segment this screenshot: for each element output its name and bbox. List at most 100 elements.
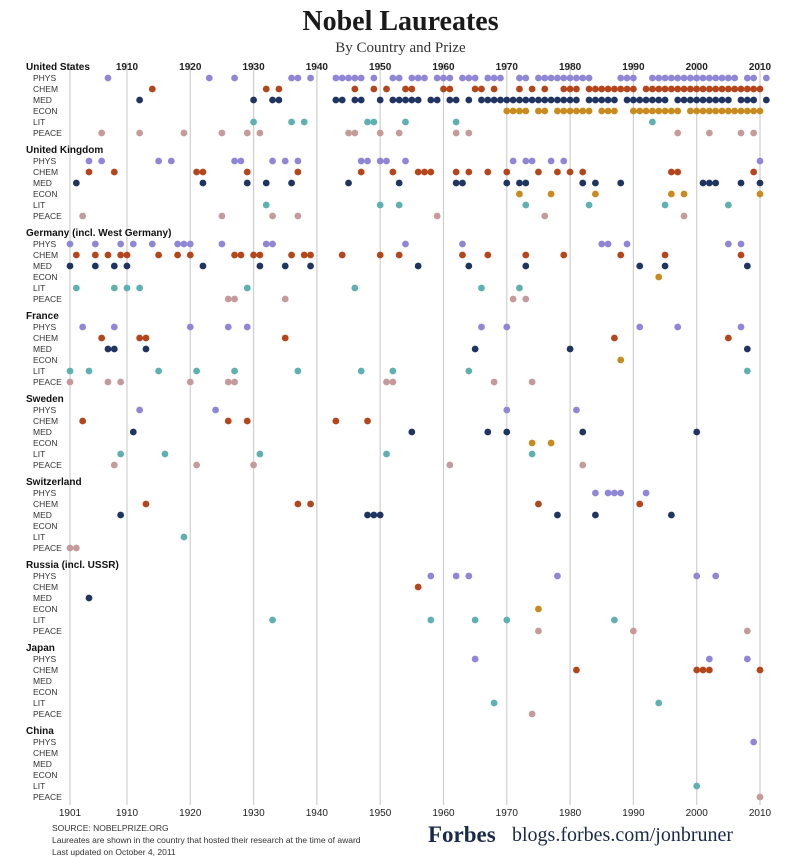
laureate-dot (566, 85, 574, 93)
laureate-dot (573, 74, 580, 82)
laureate-dot (376, 511, 384, 519)
laureate-dot (465, 572, 473, 580)
laureate-dot (484, 74, 492, 82)
row-label: CHEM (33, 333, 58, 343)
laureate-dot (554, 168, 561, 176)
laureate-dot (705, 666, 713, 674)
row-label: PEACE (33, 294, 62, 304)
bottom-tick-label: 1901 (59, 808, 82, 819)
country-name: Germany (incl. West Germany) (26, 228, 171, 239)
laureate-dot (585, 96, 593, 104)
laureate-dot (579, 179, 587, 187)
laureate-dot (724, 201, 732, 209)
laureate-dot (465, 262, 473, 270)
laureate-dot (547, 96, 555, 104)
laureate-dot (516, 179, 523, 187)
row-label: PHYS (33, 322, 56, 332)
bottom-tick-label: 1920 (179, 808, 202, 819)
laureate-dot (592, 179, 599, 187)
laureate-dot (91, 240, 99, 248)
laureate-dot (402, 96, 409, 104)
forbes-logo[interactable]: Forbes (428, 822, 496, 847)
laureate-dot (395, 201, 403, 209)
laureate-dot (661, 262, 669, 270)
source-note: SOURCE: NOBELPRIZE.ORG (52, 823, 169, 833)
laureate-dot (307, 74, 314, 82)
laureate-dot (750, 168, 758, 176)
laureate-dot (231, 157, 238, 165)
laureate-dot (110, 323, 118, 331)
laureate-dot (573, 107, 580, 115)
laureate-dot (478, 85, 485, 93)
laureate-dot (655, 85, 663, 93)
bottom-tick-label: 1930 (242, 808, 265, 819)
laureate-dot (364, 157, 371, 165)
laureate-dot (231, 251, 238, 259)
laureate-dot (705, 74, 713, 82)
laureate-dot (155, 157, 163, 165)
top-tick-label: 1910 (116, 62, 139, 73)
laureate-dot (110, 262, 118, 270)
laureate-dot (674, 85, 682, 93)
chart-title: Nobel Laureates (302, 6, 499, 37)
laureate-dot (592, 489, 599, 497)
laureate-dot (136, 96, 144, 104)
laureate-dot (370, 74, 378, 82)
laureate-dot (427, 572, 435, 580)
site-link[interactable]: blogs.forbes.com/jonbruner (512, 824, 734, 846)
laureate-dot (155, 367, 163, 375)
laureate-dot (509, 295, 517, 303)
laureate-dot (737, 240, 745, 248)
laureate-dot (693, 782, 701, 790)
laureate-dot (427, 168, 435, 176)
laureate-dot (724, 107, 732, 115)
row-label: ECON (33, 272, 58, 282)
laureate-dot (231, 378, 238, 386)
row-label: ECON (33, 687, 58, 697)
row-label: PHYS (33, 571, 56, 581)
laureate-dot (636, 96, 644, 104)
laureate-dot (743, 655, 751, 663)
laureate-dot (743, 262, 751, 270)
laureate-dot (357, 168, 365, 176)
laureate-dot (465, 367, 473, 375)
laureate-dot (110, 284, 118, 292)
laureate-dot (648, 85, 656, 93)
laureate-dot (269, 616, 276, 624)
laureate-dot (503, 179, 511, 187)
bottom-tick-label: 1970 (496, 808, 519, 819)
laureate-dot (256, 251, 264, 259)
laureate-dot (72, 179, 80, 187)
laureate-dot (655, 74, 663, 82)
top-tick-label: 1950 (369, 62, 392, 73)
laureate-dot (535, 605, 542, 613)
laureate-dot (731, 107, 739, 115)
laureate-dot (402, 118, 409, 126)
laureate-dot (737, 129, 745, 137)
laureate-dot (731, 85, 739, 93)
laureate-dot (636, 323, 644, 331)
laureate-dot (737, 107, 745, 115)
laureate-dot (452, 179, 460, 187)
laureate-dot (680, 85, 688, 93)
laureate-dot (414, 96, 422, 104)
laureate-dot (256, 450, 264, 458)
row-label: LIT (33, 532, 45, 542)
laureate-dot (516, 85, 523, 93)
laureate-dot (218, 212, 226, 220)
laureate-dot (693, 107, 701, 115)
laureate-dot (250, 251, 257, 259)
row-label: PHYS (33, 405, 56, 415)
laureate-dot (648, 74, 656, 82)
laureate-dot (674, 74, 682, 82)
laureate-dot (598, 107, 606, 115)
laureate-dot (554, 74, 561, 82)
laureate-dot (402, 157, 409, 165)
laureate-dot (522, 262, 530, 270)
laureate-dot (281, 262, 289, 270)
laureate-dot (408, 74, 416, 82)
laureate-dot (136, 406, 144, 414)
row-label: ECON (33, 770, 58, 780)
row-label: ECON (33, 355, 58, 365)
